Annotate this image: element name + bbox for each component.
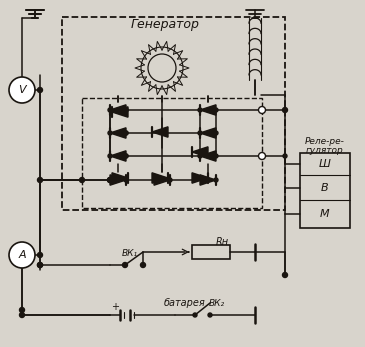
- Polygon shape: [192, 173, 208, 183]
- Text: V: V: [18, 85, 26, 95]
- Polygon shape: [152, 127, 168, 137]
- Polygon shape: [200, 175, 216, 185]
- Text: Ш: Ш: [319, 159, 331, 169]
- Text: ВК₁: ВК₁: [122, 248, 138, 257]
- Text: +: +: [111, 302, 119, 312]
- Circle shape: [38, 253, 42, 257]
- Text: В: В: [321, 183, 329, 193]
- Polygon shape: [152, 173, 168, 183]
- Circle shape: [38, 262, 42, 268]
- Circle shape: [258, 152, 265, 160]
- Circle shape: [124, 154, 128, 158]
- Circle shape: [38, 262, 42, 268]
- Polygon shape: [154, 175, 170, 185]
- Polygon shape: [200, 128, 216, 138]
- Text: Реле-ре-: Реле-ре-: [305, 136, 345, 145]
- Circle shape: [198, 108, 202, 112]
- Circle shape: [214, 154, 218, 158]
- Text: Rн: Rн: [215, 237, 228, 247]
- Circle shape: [141, 262, 146, 268]
- Circle shape: [124, 178, 128, 182]
- Circle shape: [283, 272, 288, 278]
- Circle shape: [124, 108, 128, 112]
- Text: A: A: [18, 250, 26, 260]
- Circle shape: [19, 307, 24, 313]
- Circle shape: [283, 154, 287, 158]
- Circle shape: [9, 242, 35, 268]
- Circle shape: [38, 178, 42, 183]
- Circle shape: [214, 131, 218, 135]
- Circle shape: [214, 108, 218, 112]
- Text: ВК₂: ВК₂: [209, 298, 225, 307]
- Circle shape: [9, 77, 35, 103]
- Bar: [82, 98, 262, 208]
- Polygon shape: [112, 173, 128, 183]
- Polygon shape: [110, 175, 126, 185]
- Circle shape: [124, 131, 128, 135]
- Polygon shape: [200, 151, 216, 161]
- Circle shape: [124, 108, 128, 112]
- Circle shape: [108, 108, 112, 112]
- Polygon shape: [110, 105, 126, 115]
- Polygon shape: [110, 151, 126, 161]
- Bar: [192, 245, 230, 259]
- Text: батарея: батарея: [164, 298, 206, 308]
- Polygon shape: [200, 105, 216, 115]
- Circle shape: [198, 131, 202, 135]
- Polygon shape: [192, 147, 208, 157]
- Polygon shape: [110, 128, 126, 138]
- Circle shape: [108, 154, 112, 158]
- Circle shape: [80, 178, 85, 183]
- Circle shape: [198, 154, 202, 158]
- Circle shape: [108, 178, 112, 183]
- Circle shape: [258, 107, 265, 113]
- Circle shape: [283, 108, 288, 112]
- Circle shape: [208, 313, 212, 317]
- Circle shape: [108, 178, 112, 183]
- Text: М: М: [320, 209, 330, 219]
- Text: гулятор: гулятор: [306, 145, 344, 154]
- Circle shape: [123, 262, 127, 268]
- Circle shape: [168, 178, 172, 182]
- Bar: [300, 153, 350, 228]
- Polygon shape: [112, 107, 128, 117]
- Circle shape: [108, 131, 112, 135]
- Circle shape: [124, 154, 128, 158]
- Circle shape: [124, 131, 128, 135]
- Bar: [62, 17, 285, 210]
- Circle shape: [214, 178, 218, 182]
- Circle shape: [193, 313, 197, 317]
- Text: Генератор: Генератор: [131, 17, 199, 31]
- Circle shape: [19, 313, 24, 318]
- Circle shape: [38, 87, 42, 93]
